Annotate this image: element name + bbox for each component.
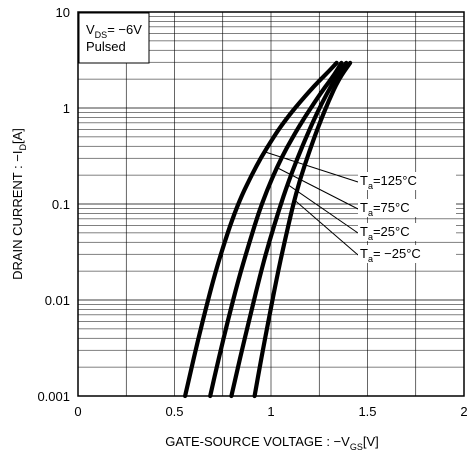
- y-tick-label: 0.001: [37, 389, 70, 404]
- series-label-background: [358, 172, 456, 190]
- legend-leader-line: [276, 167, 359, 210]
- legend-leader-lines: [264, 151, 359, 256]
- x-tick-label: 0: [74, 404, 81, 419]
- series-label-background: [358, 199, 456, 217]
- plot-frame: [77, 11, 465, 397]
- condition-line-1: VDS= −6V: [86, 22, 142, 40]
- series-label-background: [358, 223, 456, 241]
- series-label: Ta=75°C: [360, 200, 410, 218]
- series-label: Ta=125°C: [360, 173, 417, 191]
- y-tick-label: 0.01: [45, 293, 70, 308]
- x-tick-label: 0.5: [165, 404, 183, 419]
- series-label: Ta=25°C: [360, 224, 410, 242]
- legend-leader-line: [287, 183, 359, 234]
- series-line: [208, 60, 344, 399]
- series-line: [229, 60, 349, 399]
- y-tick-label: 0.1: [52, 197, 70, 212]
- x-axis-label: GATE-SOURCE VOLTAGE : −VGS[V]: [165, 434, 379, 452]
- series-line: [252, 60, 353, 399]
- legend-leader-line: [294, 199, 359, 256]
- y-tick-labels: 0.001 0.01 0.1 1 10: [37, 5, 70, 404]
- legend-leader-line: [264, 151, 359, 183]
- x-tick-label: 2: [460, 404, 467, 419]
- y-tick-label: 10: [56, 5, 70, 20]
- condition-line-2: Pulsed: [86, 39, 126, 54]
- x-tick-label: 1.5: [358, 404, 376, 419]
- condition-box: [78, 12, 150, 64]
- series-labels: Ta=125°C Ta=75°C Ta=25°C Ta= −25°C: [358, 172, 456, 264]
- series-line: [183, 60, 339, 399]
- series-label: Ta= −25°C: [360, 246, 421, 264]
- x-tick-label: 1: [267, 404, 274, 419]
- y-axis-label: DRAIN CURRENT : −ID[A]: [10, 128, 28, 280]
- y-tick-label: 1: [63, 101, 70, 116]
- series-lines: [183, 60, 353, 399]
- series-label-background: [358, 245, 456, 263]
- x-tick-labels: 0 0.5 1 1.5 2: [74, 404, 467, 419]
